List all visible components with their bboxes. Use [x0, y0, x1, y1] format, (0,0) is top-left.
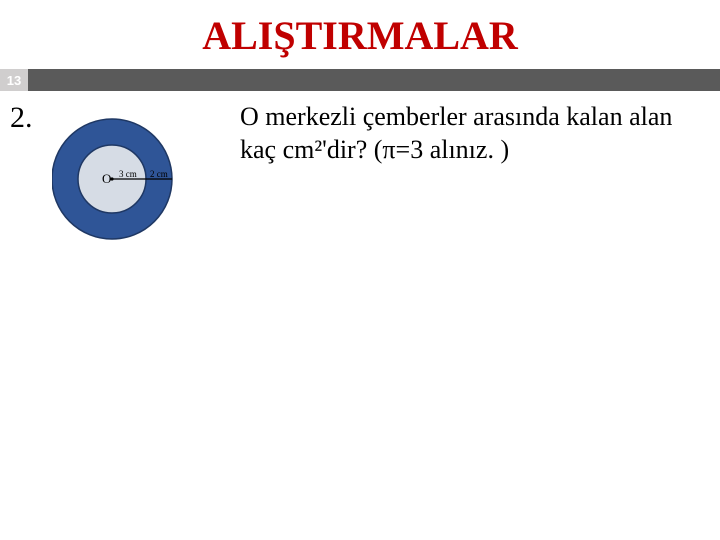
question-text: O merkezli çemberler arasında kalan alan…: [240, 101, 710, 166]
slide-number-bar: 13: [0, 69, 720, 91]
slide-number-badge: 13: [0, 69, 28, 91]
annulus-diagram: O 3 cm 2 cm: [52, 101, 212, 256]
question-number: 2.: [10, 101, 33, 135]
inner-radius-label: 3 cm: [119, 169, 137, 179]
outer-ring-label: 2 cm: [150, 169, 168, 179]
center-label: O: [102, 171, 111, 186]
page-title: ALIŞTIRMALAR: [0, 0, 720, 69]
content-area: 2. O 3 cm 2 cm O merkezli çemberler aras…: [0, 91, 720, 105]
